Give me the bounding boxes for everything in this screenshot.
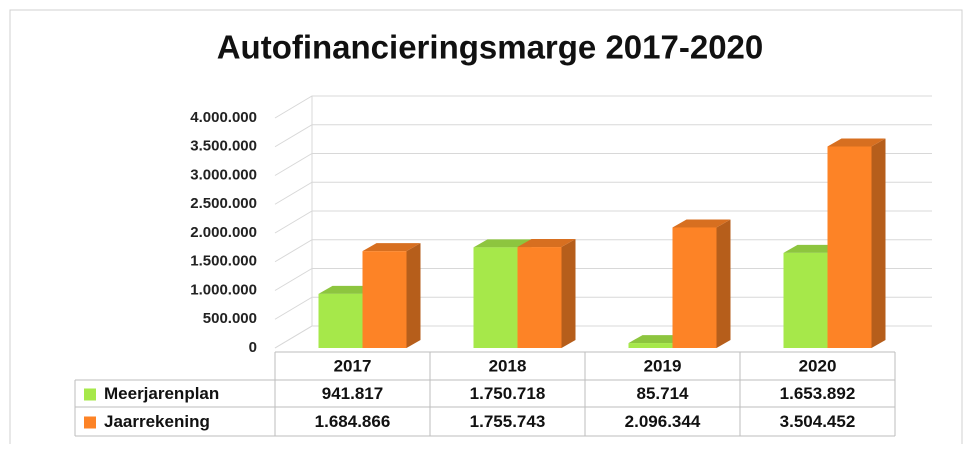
- grid-line: [274, 153, 932, 176]
- x-tick-label: 2017: [334, 356, 372, 375]
- bar-side: [716, 219, 731, 348]
- y-tick-label: 1.500.000: [190, 253, 257, 270]
- bar: [672, 227, 717, 348]
- bar-side: [871, 138, 886, 348]
- grid-line: [274, 124, 932, 148]
- value-label: 85.714: [637, 384, 690, 403]
- bar-side: [406, 243, 421, 348]
- value-label: 1.653.892: [780, 384, 856, 403]
- bar-top: [473, 239, 532, 248]
- value-label: 3.504.452: [780, 412, 856, 431]
- bar-top: [362, 243, 421, 252]
- legend-label: Jaarrekening: [104, 412, 210, 431]
- y-tick-label: 3.500.000: [190, 138, 257, 155]
- y-tick-label: 2.000.000: [190, 224, 257, 241]
- bar: [827, 146, 872, 348]
- y-tick-label: 2.500.000: [190, 195, 257, 212]
- chart-title: Autofinancieringsmarge 2017-2020: [217, 29, 764, 66]
- value-label: 2.096.344: [625, 412, 701, 431]
- bar: [628, 343, 673, 348]
- bar-top: [318, 285, 377, 294]
- bar-top: [628, 335, 687, 344]
- bar-side: [561, 239, 576, 348]
- x-tick-label: 2020: [799, 356, 837, 375]
- grid-line: [274, 181, 932, 205]
- bar-top: [827, 138, 886, 147]
- value-label: 1.750.718: [470, 384, 546, 403]
- bar-top: [517, 239, 576, 248]
- legend-swatch: [84, 388, 96, 401]
- y-tick-label: 0: [249, 339, 257, 356]
- value-label: 1.684.866: [315, 412, 391, 431]
- y-tick-label: 500.000: [203, 310, 257, 327]
- bar-top: [783, 244, 842, 253]
- legend-label: Meerjarenplan: [104, 384, 219, 403]
- value-label: 941.817: [322, 384, 383, 403]
- bar: [473, 247, 518, 348]
- bar: [318, 293, 363, 348]
- x-tick-label: 2018: [489, 356, 527, 375]
- grid-line: [274, 95, 932, 119]
- bar-top: [672, 219, 731, 228]
- y-tick-label: 4.000.000: [190, 109, 257, 126]
- legend-swatch: [84, 416, 96, 429]
- bar: [517, 247, 562, 348]
- x-tick-label: 2019: [644, 356, 682, 375]
- chart-border: [9, 9, 963, 449]
- y-tick-label: 1.000.000: [190, 281, 257, 298]
- grid-line: [274, 210, 932, 234]
- bar: [362, 251, 407, 348]
- bar: [783, 252, 828, 348]
- y-tick-label: 3.000.000: [190, 166, 257, 183]
- value-label: 1.755.743: [470, 412, 546, 431]
